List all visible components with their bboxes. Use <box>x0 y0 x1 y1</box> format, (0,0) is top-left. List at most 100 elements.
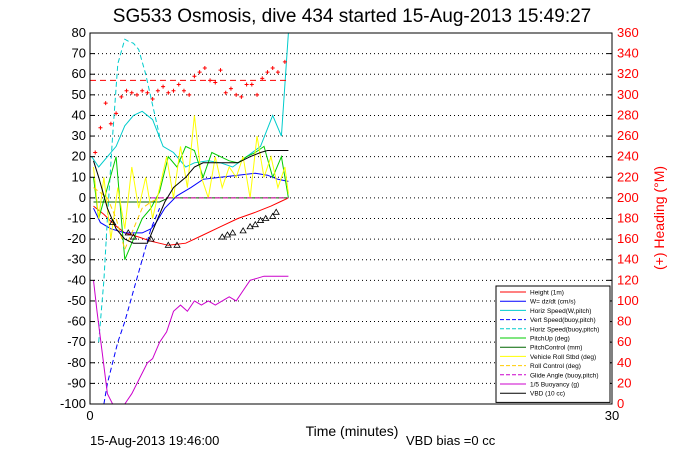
heading-point <box>244 82 249 87</box>
depth-marker <box>223 231 232 238</box>
series-line-6 <box>93 197 289 203</box>
left-tick-label: 40 <box>72 107 86 122</box>
legend-entry-label: Glide Angle (buoy,pitch) <box>530 372 599 379</box>
depth-marker <box>272 208 280 215</box>
series-line-11 <box>93 150 289 244</box>
heading-point <box>171 88 176 93</box>
left-tick-label: -80 <box>67 355 86 370</box>
footer-timestamp: 15-Aug-2013 19:46:00 <box>90 433 219 448</box>
legend-entry-label: Vert Speed(buoy,pitch) <box>530 317 596 324</box>
heading-point <box>208 78 213 83</box>
depth-marker <box>239 227 247 234</box>
depth-marker <box>124 229 132 236</box>
right-tick-label: 200 <box>617 190 639 205</box>
left-tick-label: 30 <box>72 128 86 143</box>
heading-point <box>166 90 171 95</box>
depth-marker <box>173 241 181 248</box>
marker-layer <box>93 59 287 248</box>
series-layer <box>90 33 289 404</box>
series-line-1 <box>93 172 289 234</box>
depth-marker <box>251 220 260 228</box>
x-axis: 0 30 <box>86 399 619 423</box>
heading-point <box>98 125 103 130</box>
heading-point <box>187 92 192 97</box>
heading-point <box>140 88 145 93</box>
series-line-7 <box>93 115 289 240</box>
footer-vbd-bias: VBD bias =0 cc <box>406 433 496 448</box>
series-line-3 <box>103 208 161 404</box>
x-tick-label: 30 <box>605 408 619 423</box>
right-tick-label: 80 <box>617 314 631 329</box>
heading-point <box>93 150 98 155</box>
left-tick-label: -10 <box>67 211 86 226</box>
left-tick-label: -70 <box>67 334 86 349</box>
right-tick-label: 20 <box>617 375 631 390</box>
legend-entry-label: Height (1m) <box>530 290 564 297</box>
right-tick-label: 240 <box>617 149 639 164</box>
right-tick-label: 0 <box>617 396 624 411</box>
heading-point <box>213 80 218 85</box>
legend-entry-label: Horiz Speed(buoy,pitch) <box>530 326 599 333</box>
series-line-10 <box>93 275 289 404</box>
heading-point <box>103 101 108 106</box>
heading-point <box>119 94 124 99</box>
left-tick-label: 10 <box>72 169 86 184</box>
left-tick-label: -50 <box>67 293 86 308</box>
left-tick-label: 0 <box>79 190 86 205</box>
left-tick-label: -100 <box>60 396 86 411</box>
heading-point <box>145 90 150 95</box>
heading-point <box>124 88 129 93</box>
left-tick-label: -90 <box>67 375 86 390</box>
x-axis-label: Time (minutes) <box>306 423 399 439</box>
heading-point <box>150 96 155 101</box>
heading-point <box>108 121 113 126</box>
depth-marker <box>218 233 226 240</box>
right-tick-label: 340 <box>617 46 639 61</box>
left-tick-label: 60 <box>72 66 86 81</box>
heading-point <box>134 92 139 97</box>
depth-marker <box>108 218 117 226</box>
heading-point <box>202 66 207 71</box>
depth-marker <box>262 214 270 221</box>
depth-marker <box>164 241 173 248</box>
legend-entry-label: Roll Control (deg) <box>530 363 581 370</box>
left-tick-label: 70 <box>72 46 86 61</box>
heading-point <box>270 66 275 71</box>
heading-point <box>114 111 119 116</box>
left-tick-label: -40 <box>67 272 86 287</box>
legend-entry-label: PitchControl (mm) <box>530 345 582 352</box>
heading-point <box>197 70 202 75</box>
legend-entry-label: Vehicle Roll Stbd (deg) <box>530 354 596 361</box>
heading-point <box>249 82 254 87</box>
depth-marker <box>147 235 155 242</box>
heading-point <box>260 76 265 81</box>
left-tick-label: -20 <box>67 231 86 246</box>
right-tick-label: 220 <box>617 169 639 184</box>
heading-point <box>234 92 239 97</box>
x-tick-label: 0 <box>86 408 93 423</box>
series-line-4 <box>98 38 161 343</box>
heading-point <box>176 82 181 87</box>
left-tick-label: 20 <box>72 149 86 164</box>
left-tick-label: -60 <box>67 314 86 329</box>
depth-marker <box>228 229 237 236</box>
right-tick-label: 300 <box>617 87 639 102</box>
legend: Height (1m) W= dz/dt (cm/s) Horiz Speed(W,… <box>495 285 611 403</box>
right-tick-label: 180 <box>617 211 639 226</box>
legend-entry-label: W= dz/dt (cm/s) <box>530 299 576 306</box>
heading-point <box>255 92 260 97</box>
left-y-axis: 80 70 60 50 40 30 20 10 0 -10 -20 -30 -40 -50 -60 -70 -8… <box>60 25 95 411</box>
depth-marker <box>129 233 138 240</box>
chart-title: SG533 Osmosis, dive 434 started 15-Aug-2… <box>113 6 591 27</box>
right-tick-label: 320 <box>617 66 639 81</box>
heading-point <box>282 59 287 64</box>
heading-point <box>181 88 186 93</box>
legend-entry-label: 1/5 Buoyancy (g) <box>530 382 579 389</box>
right-tick-label: 40 <box>617 355 631 370</box>
legend-entry-label: VBD (10 cc) <box>530 391 565 398</box>
legend-entry-label: Horiz Speed(W,pitch) <box>530 308 591 315</box>
depth-marker <box>256 216 265 223</box>
heading-point <box>161 84 166 89</box>
